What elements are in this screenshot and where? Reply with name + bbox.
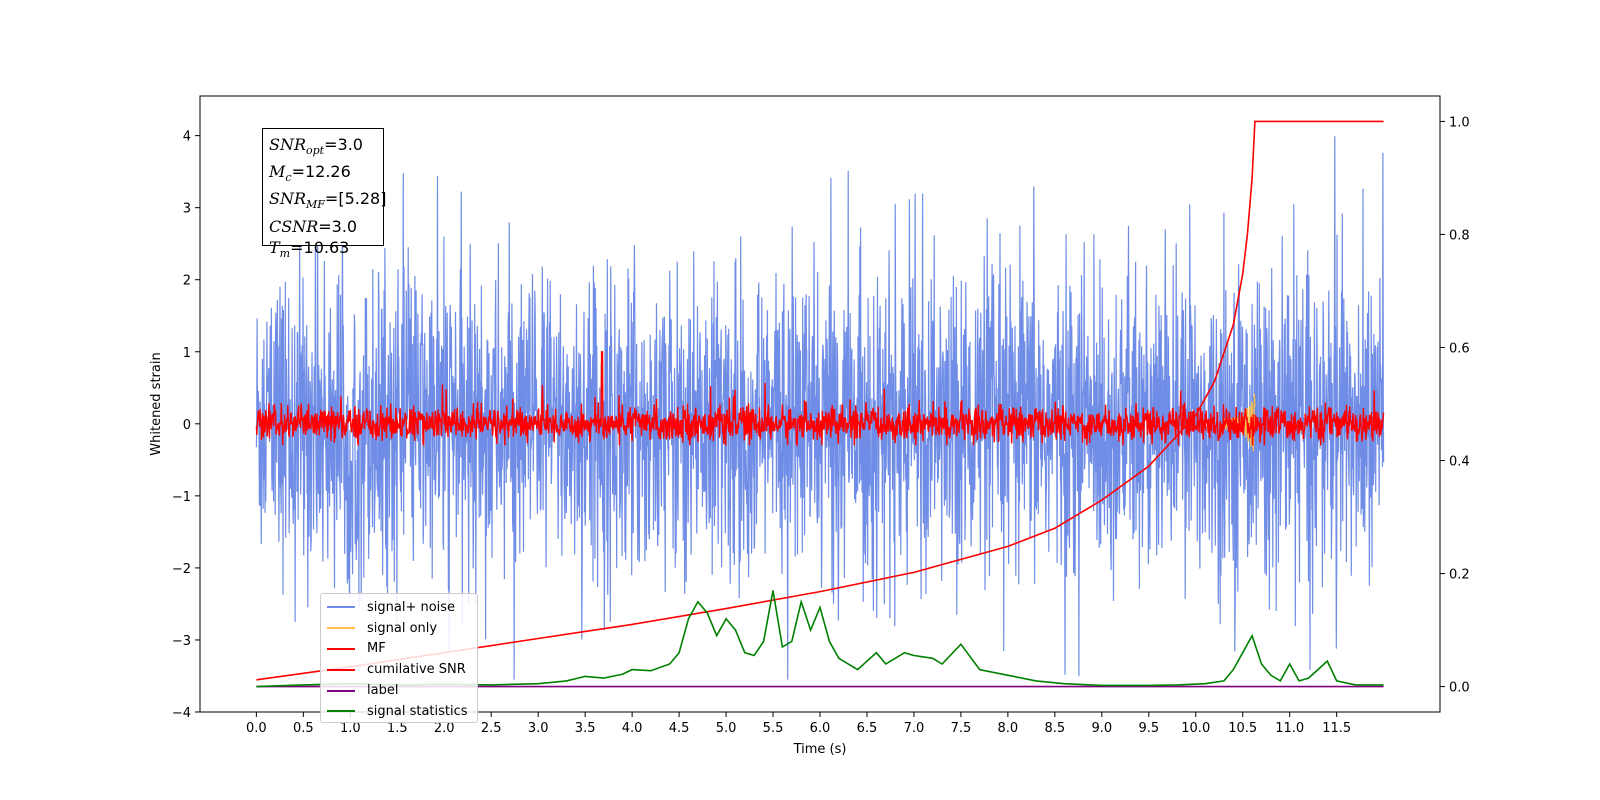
x-tick-label: 2.5 xyxy=(481,721,502,736)
legend-label: MF xyxy=(367,641,386,657)
legend-swatch xyxy=(327,647,355,650)
x-axis-label: Time (s) xyxy=(793,742,847,757)
x-tick-label: 0.5 xyxy=(293,721,314,736)
csnr-value: 3.0 xyxy=(331,216,358,236)
x-axis-ticks: 0.0 0.5 1.0 1.5 2.0 2.5 3.0 3.5 4.0 4.5 5.0 5.5 6.0 6… xyxy=(246,712,1351,736)
y-tick-label: −2 xyxy=(172,562,191,577)
y-axis-label: Whitened strain xyxy=(149,352,164,455)
x-tick-label: 11.5 xyxy=(1322,721,1351,736)
y-tick-label: 4 xyxy=(183,130,191,145)
x-tick-label: 10.5 xyxy=(1228,721,1257,736)
y-tick-label: 1 xyxy=(183,346,191,361)
x-tick-label: 2.0 xyxy=(434,721,455,736)
x-tick-label: 6.5 xyxy=(857,721,878,736)
snr-mf-line: SNRMF=[5.28] xyxy=(269,189,387,212)
x-tick-label: 5.0 xyxy=(716,721,737,736)
legend-label: signal statistics xyxy=(367,703,468,719)
x-tick-label: 9.0 xyxy=(1091,721,1112,736)
x-tick-label: 9.5 xyxy=(1138,721,1159,736)
y-tick-label: −1 xyxy=(172,490,191,505)
x-tick-label: 1.0 xyxy=(340,721,361,736)
legend-item: signal only xyxy=(327,618,471,639)
series-mf-line xyxy=(255,351,1385,448)
y2-tick-label: 0.4 xyxy=(1449,455,1470,470)
legend-swatch xyxy=(327,668,355,671)
y-tick-label: 0 xyxy=(183,418,191,433)
series-cumulative-snr-line xyxy=(256,120,1384,681)
info-box: SNRopt=3.0 Mc=12.26 SNRMF=[5.28] CSNR=3.… xyxy=(262,128,387,260)
x-tick-label: 8.5 xyxy=(1045,721,1066,736)
snr-mf-value: [5.28] xyxy=(338,189,387,209)
legend-item: cumilative SNR xyxy=(327,659,471,680)
y-tick-label: 3 xyxy=(183,202,191,217)
x-tick-label: 4.5 xyxy=(669,721,690,736)
x-tick-label: 3.5 xyxy=(575,721,596,736)
x-tick-label: 10.0 xyxy=(1181,721,1210,736)
legend-label: signal only xyxy=(367,620,438,636)
legend-swatch xyxy=(327,689,355,692)
legend-label: label xyxy=(367,683,399,699)
mc-line: Mc=12.26 xyxy=(269,162,351,185)
x-tick-label: 4.0 xyxy=(622,721,643,736)
x-tick-label: 8.0 xyxy=(998,721,1019,736)
x-tick-label: 1.5 xyxy=(387,721,408,736)
x-tick-label: 5.5 xyxy=(763,721,784,736)
legend-label: signal+ noise xyxy=(367,599,456,615)
left-axis-series xyxy=(255,136,1385,680)
y2-tick-label: 0.8 xyxy=(1449,228,1470,243)
legend-item: signal+ noise xyxy=(327,597,471,618)
y2-tick-label: 0.2 xyxy=(1449,568,1470,583)
legend-item: MF xyxy=(327,639,471,660)
legend-label: cumilative SNR xyxy=(367,662,466,678)
y2-tick-label: 1.0 xyxy=(1449,115,1470,130)
y-tick-label: −4 xyxy=(172,706,191,721)
legend-swatch xyxy=(327,710,355,713)
snr-opt-line: SNRopt=3.0 xyxy=(269,135,363,158)
legend-item: signal statistics xyxy=(327,701,471,722)
x-tick-label: 6.0 xyxy=(810,721,831,736)
y-tick-label: −3 xyxy=(172,634,191,649)
y2-axis-ticks: 1.0 0.8 0.6 0.4 0.2 0.0 xyxy=(1440,115,1470,696)
snr-opt-value: 3.0 xyxy=(337,135,363,154)
x-tick-label: 7.5 xyxy=(951,721,972,736)
tm-line: Tm=10.63 xyxy=(269,237,350,260)
csnr-line: CSNR=3.0 xyxy=(269,216,358,236)
legend-item: label xyxy=(327,680,471,701)
series-signal-statistics-line xyxy=(256,590,1384,688)
y2-tick-label: 0.0 xyxy=(1449,681,1470,696)
y2-tick-label: 0.6 xyxy=(1449,341,1470,356)
x-tick-label: 7.0 xyxy=(904,721,925,736)
tm-value: 10.63 xyxy=(303,237,350,257)
legend: signal+ noise signal only MF cumilative … xyxy=(320,593,478,723)
x-tick-label: 3.0 xyxy=(528,721,549,736)
y-tick-label: 2 xyxy=(183,274,191,289)
mc-value: 12.26 xyxy=(304,162,351,182)
x-tick-label: 0.0 xyxy=(246,721,267,736)
x-tick-label: 11.0 xyxy=(1275,721,1304,736)
y-axis-ticks: 4 3 2 1 0 −1 −2 −3 −4 xyxy=(172,130,200,721)
legend-swatch xyxy=(327,627,355,630)
legend-swatch xyxy=(327,606,355,609)
